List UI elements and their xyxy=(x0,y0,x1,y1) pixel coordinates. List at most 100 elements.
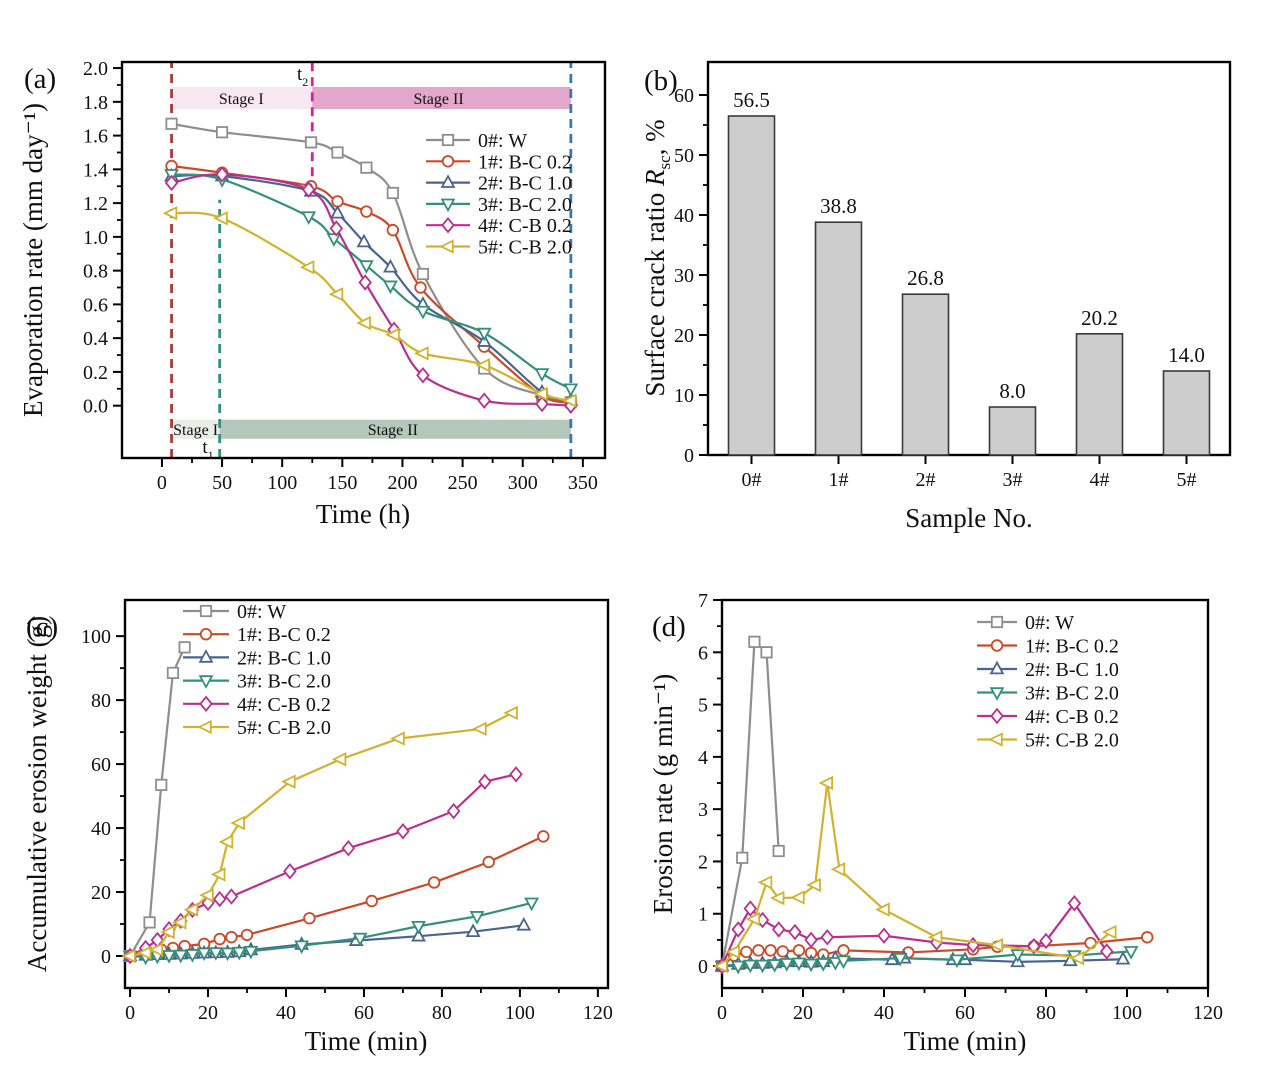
marker-triangle-down xyxy=(1010,949,1026,963)
y-tick-label: 0.0 xyxy=(83,396,108,418)
marker-triangle-down xyxy=(803,958,819,973)
x-tick-label: 200 xyxy=(387,472,417,494)
y-tick-label: 50 xyxy=(674,145,694,167)
marker-triangle-up xyxy=(411,927,426,942)
x-tick-label: 0 xyxy=(717,1002,727,1024)
marker-triangle-left xyxy=(713,958,728,974)
x-tick-label: 40 xyxy=(874,1002,894,1024)
marker-triangle-left xyxy=(830,862,846,877)
marker-diamond xyxy=(215,166,229,183)
panel-letter: (d) xyxy=(652,611,686,643)
marker-diamond xyxy=(990,707,1004,725)
y-tick-label: 0 xyxy=(684,445,694,467)
marker-triangle-down xyxy=(301,211,317,225)
y-tick-label: 20 xyxy=(91,882,111,904)
x-tick-label: 50 xyxy=(212,472,232,494)
plot-frame xyxy=(706,60,1232,457)
y-tick-label: 1.6 xyxy=(83,126,108,148)
marker-square xyxy=(143,916,156,929)
marker-diamond xyxy=(743,900,758,917)
marker-triangle-down xyxy=(836,955,851,970)
panel-letter: (a) xyxy=(24,63,56,95)
legend-label: 1#: B-C 0.2 xyxy=(478,151,572,173)
marker-circle xyxy=(990,639,1004,652)
marker-triangle-left xyxy=(213,211,228,226)
marker-square xyxy=(165,117,178,130)
bar xyxy=(901,293,950,456)
y-tick-label: 40 xyxy=(674,205,694,227)
plot-frame xyxy=(123,598,610,990)
marker-circle xyxy=(837,944,850,957)
y-axis-title: Accumulative erosion weight (g) xyxy=(22,616,52,972)
legend-label: 3#: B-C 2.0 xyxy=(1025,683,1119,705)
marker-triangle-left xyxy=(875,902,890,917)
marker-triangle-left xyxy=(218,834,234,849)
x-category-label: 0# xyxy=(742,469,762,491)
marker-triangle-up xyxy=(1115,950,1131,965)
marker-triangle-down xyxy=(352,932,368,947)
legend-label: 3#: B-C 2.0 xyxy=(237,671,331,693)
marker-triangle-down xyxy=(827,957,843,971)
y-tick-label: 1 xyxy=(698,904,708,926)
marker-triangle-down xyxy=(173,949,189,964)
marker-triangle-left xyxy=(562,393,577,408)
marker-square xyxy=(416,267,430,281)
marker-circle xyxy=(482,855,495,869)
marker-triangle-left xyxy=(328,287,344,302)
panel-c-chart: 0 20 40 60 80 100 120 0 20 40 60 80 100 0#: W1#: B-C … xyxy=(22,598,613,1056)
y-tick-label: 10 xyxy=(674,385,694,407)
marker-triangle-left xyxy=(331,752,347,767)
y-tick-label: 1.4 xyxy=(83,159,108,181)
marker-triangle-down xyxy=(892,952,908,967)
marker-triangle-left xyxy=(148,942,164,957)
marker-triangle-down xyxy=(220,947,235,962)
marker-triangle-down xyxy=(989,687,1005,701)
marker-triangle-left xyxy=(162,206,178,221)
stage-band xyxy=(171,86,313,110)
marker-diamond xyxy=(416,367,430,384)
marker-diamond xyxy=(478,773,492,790)
y-tick-label: 0.2 xyxy=(83,362,108,384)
marker-square xyxy=(386,186,399,200)
x-category-label: 5# xyxy=(1177,469,1197,491)
marker-diamond xyxy=(1067,895,1082,912)
t-label: t1 xyxy=(202,437,213,462)
marker-triangle-left xyxy=(230,815,245,831)
marker-triangle-down xyxy=(1123,946,1139,960)
bar xyxy=(1162,370,1211,456)
series-5 xyxy=(162,206,577,408)
series-line xyxy=(129,773,517,957)
marker-diamond xyxy=(441,216,455,234)
marker-diamond xyxy=(358,274,372,291)
marker-triangle-left xyxy=(533,386,548,402)
marker-triangle-down xyxy=(208,947,224,961)
marker-triangle-down xyxy=(730,960,746,975)
bar-value-label: 8.0 xyxy=(999,379,1025,403)
x-axis-title: Time (min) xyxy=(904,1026,1027,1056)
y-tick-label: 0.8 xyxy=(83,261,108,283)
x-tick-label: 20 xyxy=(198,1002,218,1024)
marker-diamond xyxy=(509,766,523,783)
bar-value-label: 20.2 xyxy=(1081,306,1118,330)
y-tick-label: 2.0 xyxy=(83,58,108,80)
y-tick-label: 1.0 xyxy=(83,227,108,249)
marker-diamond xyxy=(329,220,344,237)
y-axis-title: Evaporation rate (mm day⁻¹) xyxy=(18,103,48,417)
marker-square xyxy=(155,778,168,791)
marker-triangle-left xyxy=(927,930,943,945)
marker-diamond xyxy=(283,863,297,880)
marker-diamond xyxy=(820,929,835,946)
x-axis-title: Time (min) xyxy=(305,1026,428,1056)
marker-triangle-left xyxy=(503,705,518,721)
marker-triangle-down xyxy=(469,911,485,925)
legend-label: 2#: B-C 1.0 xyxy=(478,173,572,195)
marker-triangle-down xyxy=(815,958,831,972)
stage-band xyxy=(312,86,571,110)
marker-circle xyxy=(365,894,378,908)
marker-diamond xyxy=(212,890,227,908)
marker-triangle-left xyxy=(390,731,405,746)
x-category-label: 4# xyxy=(1090,469,1110,491)
marker-triangle-left xyxy=(988,937,1004,953)
marker-triangle-down xyxy=(294,940,310,955)
marker-square xyxy=(760,646,773,659)
